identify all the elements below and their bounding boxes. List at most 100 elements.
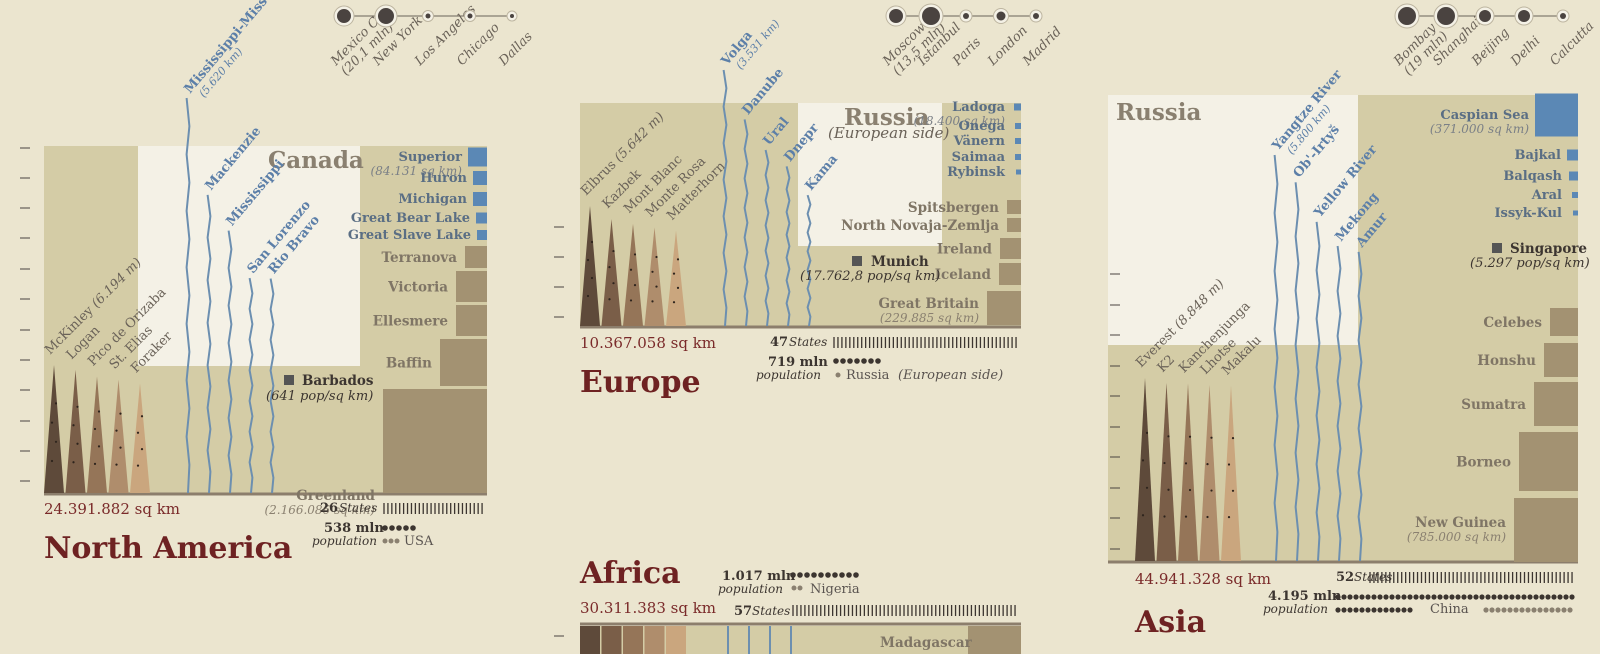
population-dot — [1383, 607, 1389, 613]
lake-label: Ladoga — [952, 100, 1005, 115]
population-dot — [833, 358, 839, 364]
states-label: States — [752, 604, 790, 618]
mountain-texture-dot — [1210, 436, 1213, 439]
population-dot — [388, 538, 394, 544]
mountain-texture-dot — [612, 249, 615, 253]
population-label: population — [1263, 602, 1328, 616]
densest-marker — [1492, 243, 1502, 253]
country-population-sub: (European side) — [898, 368, 1003, 383]
mountain-texture-dot — [676, 258, 680, 261]
population-dot — [1365, 594, 1371, 600]
population-dot — [835, 372, 841, 378]
mountain-texture-dot — [1141, 514, 1145, 517]
city-1 — [337, 9, 351, 23]
island-4 — [999, 263, 1021, 285]
population-label: population — [718, 582, 783, 596]
mountain-base-3 — [623, 626, 643, 654]
city-2 — [922, 7, 940, 25]
population-dot — [1353, 607, 1359, 613]
mountain-texture-dot — [1141, 459, 1145, 462]
population-dot — [839, 572, 845, 578]
population-dot — [825, 572, 831, 578]
island-label: Ireland — [937, 242, 993, 258]
largest-country-label: Russia — [1116, 99, 1201, 126]
population-dot — [1377, 607, 1383, 613]
mountain-texture-dot — [1145, 431, 1149, 434]
lake-1 — [1014, 103, 1021, 111]
mountain-texture-dot — [590, 240, 594, 244]
mountain-texture-dot — [54, 440, 58, 443]
population-dot — [1563, 594, 1569, 600]
river-5 — [806, 194, 812, 327]
country-population-name: China — [1430, 602, 1469, 617]
population-dot — [832, 572, 838, 578]
mountain-texture-dot — [50, 459, 54, 463]
island-label: New Guinea — [1415, 515, 1506, 531]
population-dot — [1557, 594, 1563, 600]
river-2 — [1294, 182, 1300, 562]
population-dot — [394, 538, 400, 544]
river-4 — [1336, 245, 1342, 562]
mountain-texture-dot — [93, 462, 97, 465]
mountain-texture-dot — [76, 405, 79, 408]
country-population-dots — [791, 585, 803, 591]
island-label: Great Britain — [879, 296, 980, 312]
population-dot — [797, 585, 803, 591]
island-label: Celebes — [1483, 315, 1542, 331]
island-2 — [456, 271, 487, 302]
mountain-texture-dot — [140, 448, 144, 451]
population-value: 719 mln — [768, 355, 828, 370]
population-dot — [389, 525, 395, 531]
city-4 — [996, 11, 1006, 21]
population-dot — [1525, 607, 1531, 613]
island-madagascar — [968, 626, 1021, 654]
river-5 — [269, 278, 275, 494]
mountain-texture-dot — [608, 298, 611, 301]
mountain-texture-dot — [672, 272, 676, 275]
population-label: population — [756, 368, 821, 382]
population-dot — [868, 358, 874, 364]
population-dot — [1407, 607, 1413, 613]
population-value: 4.195 mln — [1268, 589, 1342, 604]
city-label: Dallas — [496, 29, 536, 69]
population-dot — [1507, 607, 1513, 613]
island-2 — [1007, 218, 1021, 232]
continent-title: North America — [44, 531, 292, 566]
population-dots — [833, 358, 881, 364]
lake-label: Issyk-Kul — [1494, 206, 1562, 221]
mountain-texture-dot — [119, 446, 122, 449]
island-label: Borneo — [1456, 455, 1511, 471]
lake-5 — [477, 230, 487, 240]
river-1 — [722, 69, 728, 327]
city-5 — [1033, 13, 1039, 19]
island-label: North Novaja-Zemlja — [841, 218, 999, 234]
population-dot — [1533, 594, 1539, 600]
mountain-texture-dot — [612, 282, 615, 285]
population-dot — [1491, 594, 1497, 600]
largest-country-block — [138, 146, 360, 366]
lakes: Superior(84.131 sq km)Huron Michigan Great… — [348, 147, 487, 243]
island-label: Ellesmere — [373, 314, 448, 330]
mountain-texture-dot — [50, 421, 54, 424]
population-dot — [1431, 594, 1437, 600]
city-2 — [1437, 7, 1455, 25]
area-label: 30.311.383 sq km — [580, 599, 716, 617]
lake-label: Vänern — [953, 134, 1006, 149]
population-dot — [797, 572, 803, 578]
mountain-texture-dot — [76, 442, 79, 445]
population-dot — [396, 525, 402, 531]
islands: Spitsbergen North Novaja-Zemlja Ireland Ice… — [841, 200, 1021, 325]
population-dot — [1527, 594, 1533, 600]
island-3 — [1000, 238, 1021, 259]
river-3 — [764, 149, 770, 327]
population-dot — [1377, 594, 1383, 600]
population-dot — [1561, 607, 1567, 613]
mountain-texture-dot — [72, 461, 75, 464]
mountain-texture-dot — [119, 412, 122, 415]
population-dot — [1353, 594, 1359, 600]
largest-country-label: Canada — [268, 147, 364, 174]
continent-title: Europe — [580, 365, 701, 400]
